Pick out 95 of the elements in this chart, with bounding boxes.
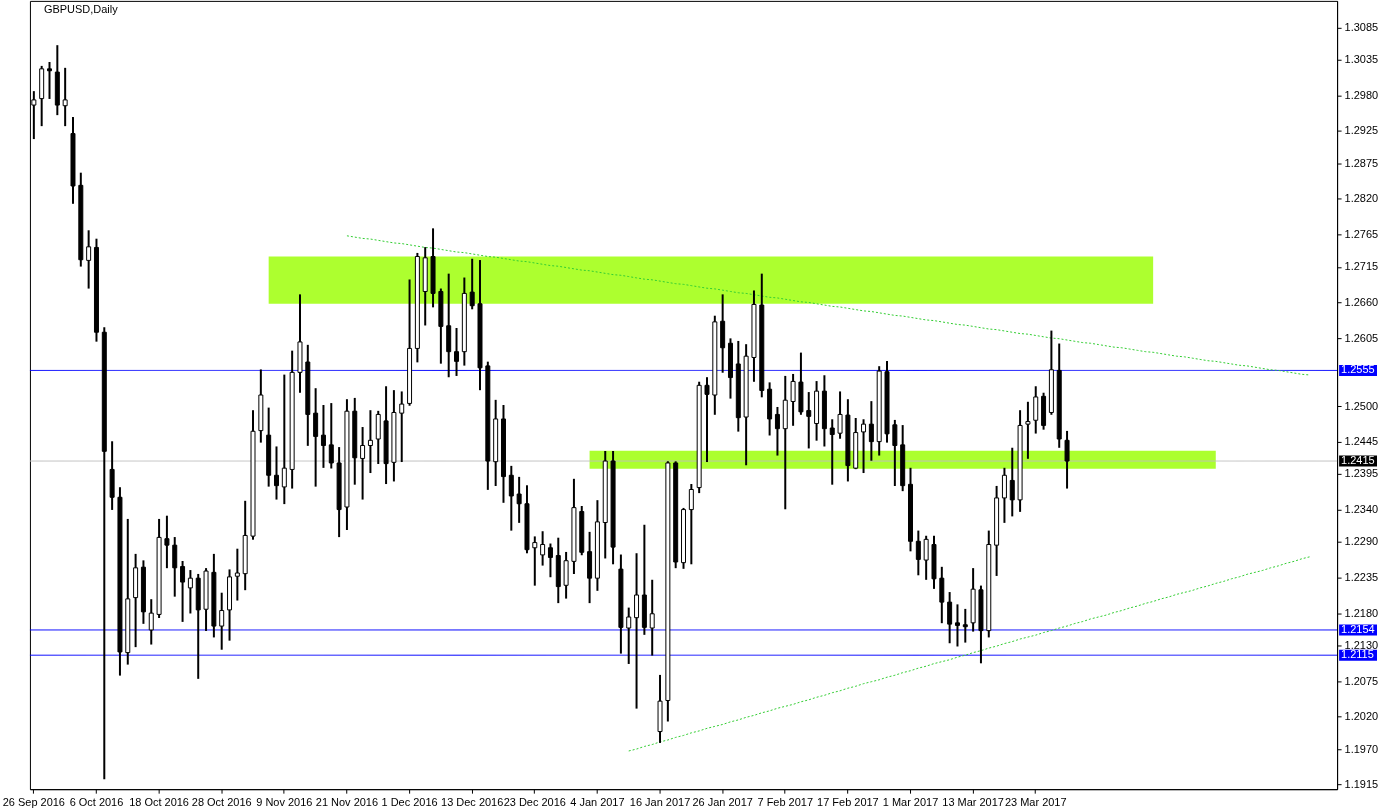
y-tick-label: 1.1970 — [1344, 742, 1379, 755]
candlestick — [86, 230, 92, 289]
candlestick — [399, 391, 405, 463]
x-tick-label: 13 Mar 2017 — [942, 795, 1004, 808]
candlestick — [923, 535, 929, 580]
chart-title: GBPUSD,Daily — [43, 2, 119, 15]
candlestick — [219, 592, 225, 650]
x-tick-label: 21 Nov 2016 — [315, 795, 379, 808]
candlestick — [939, 566, 945, 624]
y-tick-label: 1.3085 — [1344, 20, 1379, 33]
candlestick — [328, 403, 334, 469]
candlestick — [274, 446, 279, 500]
candlestick — [187, 570, 193, 614]
y-tick-label: 1.2925 — [1344, 124, 1379, 137]
y-tick-label: 1.2715 — [1344, 260, 1379, 273]
y-tick-label: 1.2445 — [1344, 435, 1379, 448]
candlestick — [829, 419, 835, 485]
x-tick-label: 28 Oct 2016 — [191, 795, 252, 808]
ref-line-label: 1.2115 — [1341, 648, 1374, 661]
candlestick — [1001, 467, 1007, 523]
y-tick-label: 1.2980 — [1344, 88, 1379, 101]
candlestick — [172, 537, 178, 597]
candlestick — [962, 608, 968, 643]
y-tick-label: 1.2765 — [1344, 228, 1379, 241]
candlestick — [1033, 386, 1039, 434]
candlestick — [774, 406, 780, 456]
x-tick-label: 26 Jan 2017 — [692, 795, 753, 808]
x-tick-label: 1 Mar 2017 — [882, 795, 939, 808]
x-tick-label: 16 Jan 2017 — [629, 795, 691, 808]
candlestick — [281, 374, 287, 505]
candlestick — [688, 483, 694, 565]
candlestick — [180, 561, 186, 622]
ref-line-label: 1.2555 — [1341, 363, 1375, 376]
candlestick — [360, 427, 366, 500]
x-tick-label: 4 Jan 2017 — [570, 795, 625, 808]
line-series — [346, 235, 1311, 376]
candlestick — [861, 419, 867, 474]
y-tick-label: 1.3035 — [1344, 53, 1379, 66]
candlestick — [47, 62, 52, 99]
candlestick — [547, 543, 553, 578]
candlestick — [320, 405, 326, 468]
candlestick — [508, 465, 514, 531]
y-tick-label: 1.2660 — [1344, 295, 1379, 308]
candlestick — [947, 592, 953, 644]
y-tick-label: 1.2180 — [1344, 606, 1379, 619]
x-tick-label: 7 Feb 2017 — [757, 795, 814, 808]
y-tick-label: 1.2130 — [1344, 638, 1379, 651]
y-tick-label: 1.2605 — [1344, 331, 1379, 344]
y-tick-label: 1.1915 — [1344, 778, 1379, 791]
x-tick-label: 23 Mar 2017 — [1004, 795, 1067, 808]
candlestick — [790, 373, 796, 426]
candlestick — [540, 531, 546, 566]
candlestick — [954, 604, 960, 647]
candlestick — [649, 579, 655, 656]
x-tick-label: 17 Feb 2017 — [817, 795, 879, 808]
x-tick-label: 6 Oct 2016 — [69, 795, 124, 808]
x-tick-label: 26 Sep 2016 — [2, 795, 65, 808]
candlestick — [634, 553, 640, 709]
y-tick-label: 1.2290 — [1344, 535, 1379, 548]
candlestick — [164, 515, 170, 569]
x-tick-label: 18 Oct 2016 — [129, 795, 189, 808]
candlestick — [148, 599, 154, 645]
x-tick-label: 9 Nov 2016 — [256, 795, 313, 808]
candlestick — [915, 530, 921, 576]
x-tick-label: 13 Dec 2016 — [441, 795, 504, 808]
ref-line-label: 1.2415 — [1341, 454, 1375, 467]
x-tick-label: 23 Dec 2016 — [503, 795, 566, 808]
y-tick-label: 1.2020 — [1344, 710, 1379, 723]
candlestick — [469, 258, 475, 310]
y-tick-label: 1.2500 — [1344, 399, 1379, 412]
candlestick — [837, 391, 843, 439]
y-tick-label: 1.2340 — [1344, 503, 1379, 516]
x-tick-label: 1 Dec 2016 — [381, 795, 438, 808]
candlestick — [1009, 447, 1015, 517]
candlestick — [1064, 430, 1070, 489]
y-tick-label: 1.2395 — [1344, 467, 1379, 480]
y-tick-label: 1.2075 — [1344, 674, 1379, 687]
y-tick-label: 1.2235 — [1344, 571, 1379, 584]
candlestick — [454, 328, 460, 376]
candlestick — [234, 548, 240, 601]
candlestick — [1025, 401, 1031, 459]
y-tick-label: 1.2875 — [1344, 156, 1379, 169]
candlestick — [367, 410, 373, 474]
candlestick — [516, 476, 522, 523]
y-tick-label: 1.2820 — [1344, 192, 1379, 205]
candlestick — [532, 536, 538, 586]
candlestick — [313, 388, 319, 487]
candlestick — [626, 607, 632, 664]
candlestick — [892, 419, 898, 486]
line-series — [628, 556, 1311, 752]
ref-line-label: 1.2154 — [1341, 622, 1375, 635]
candlestick — [62, 67, 68, 127]
candlestick — [806, 392, 812, 449]
candlestick — [868, 401, 874, 461]
candlestick — [704, 377, 710, 463]
